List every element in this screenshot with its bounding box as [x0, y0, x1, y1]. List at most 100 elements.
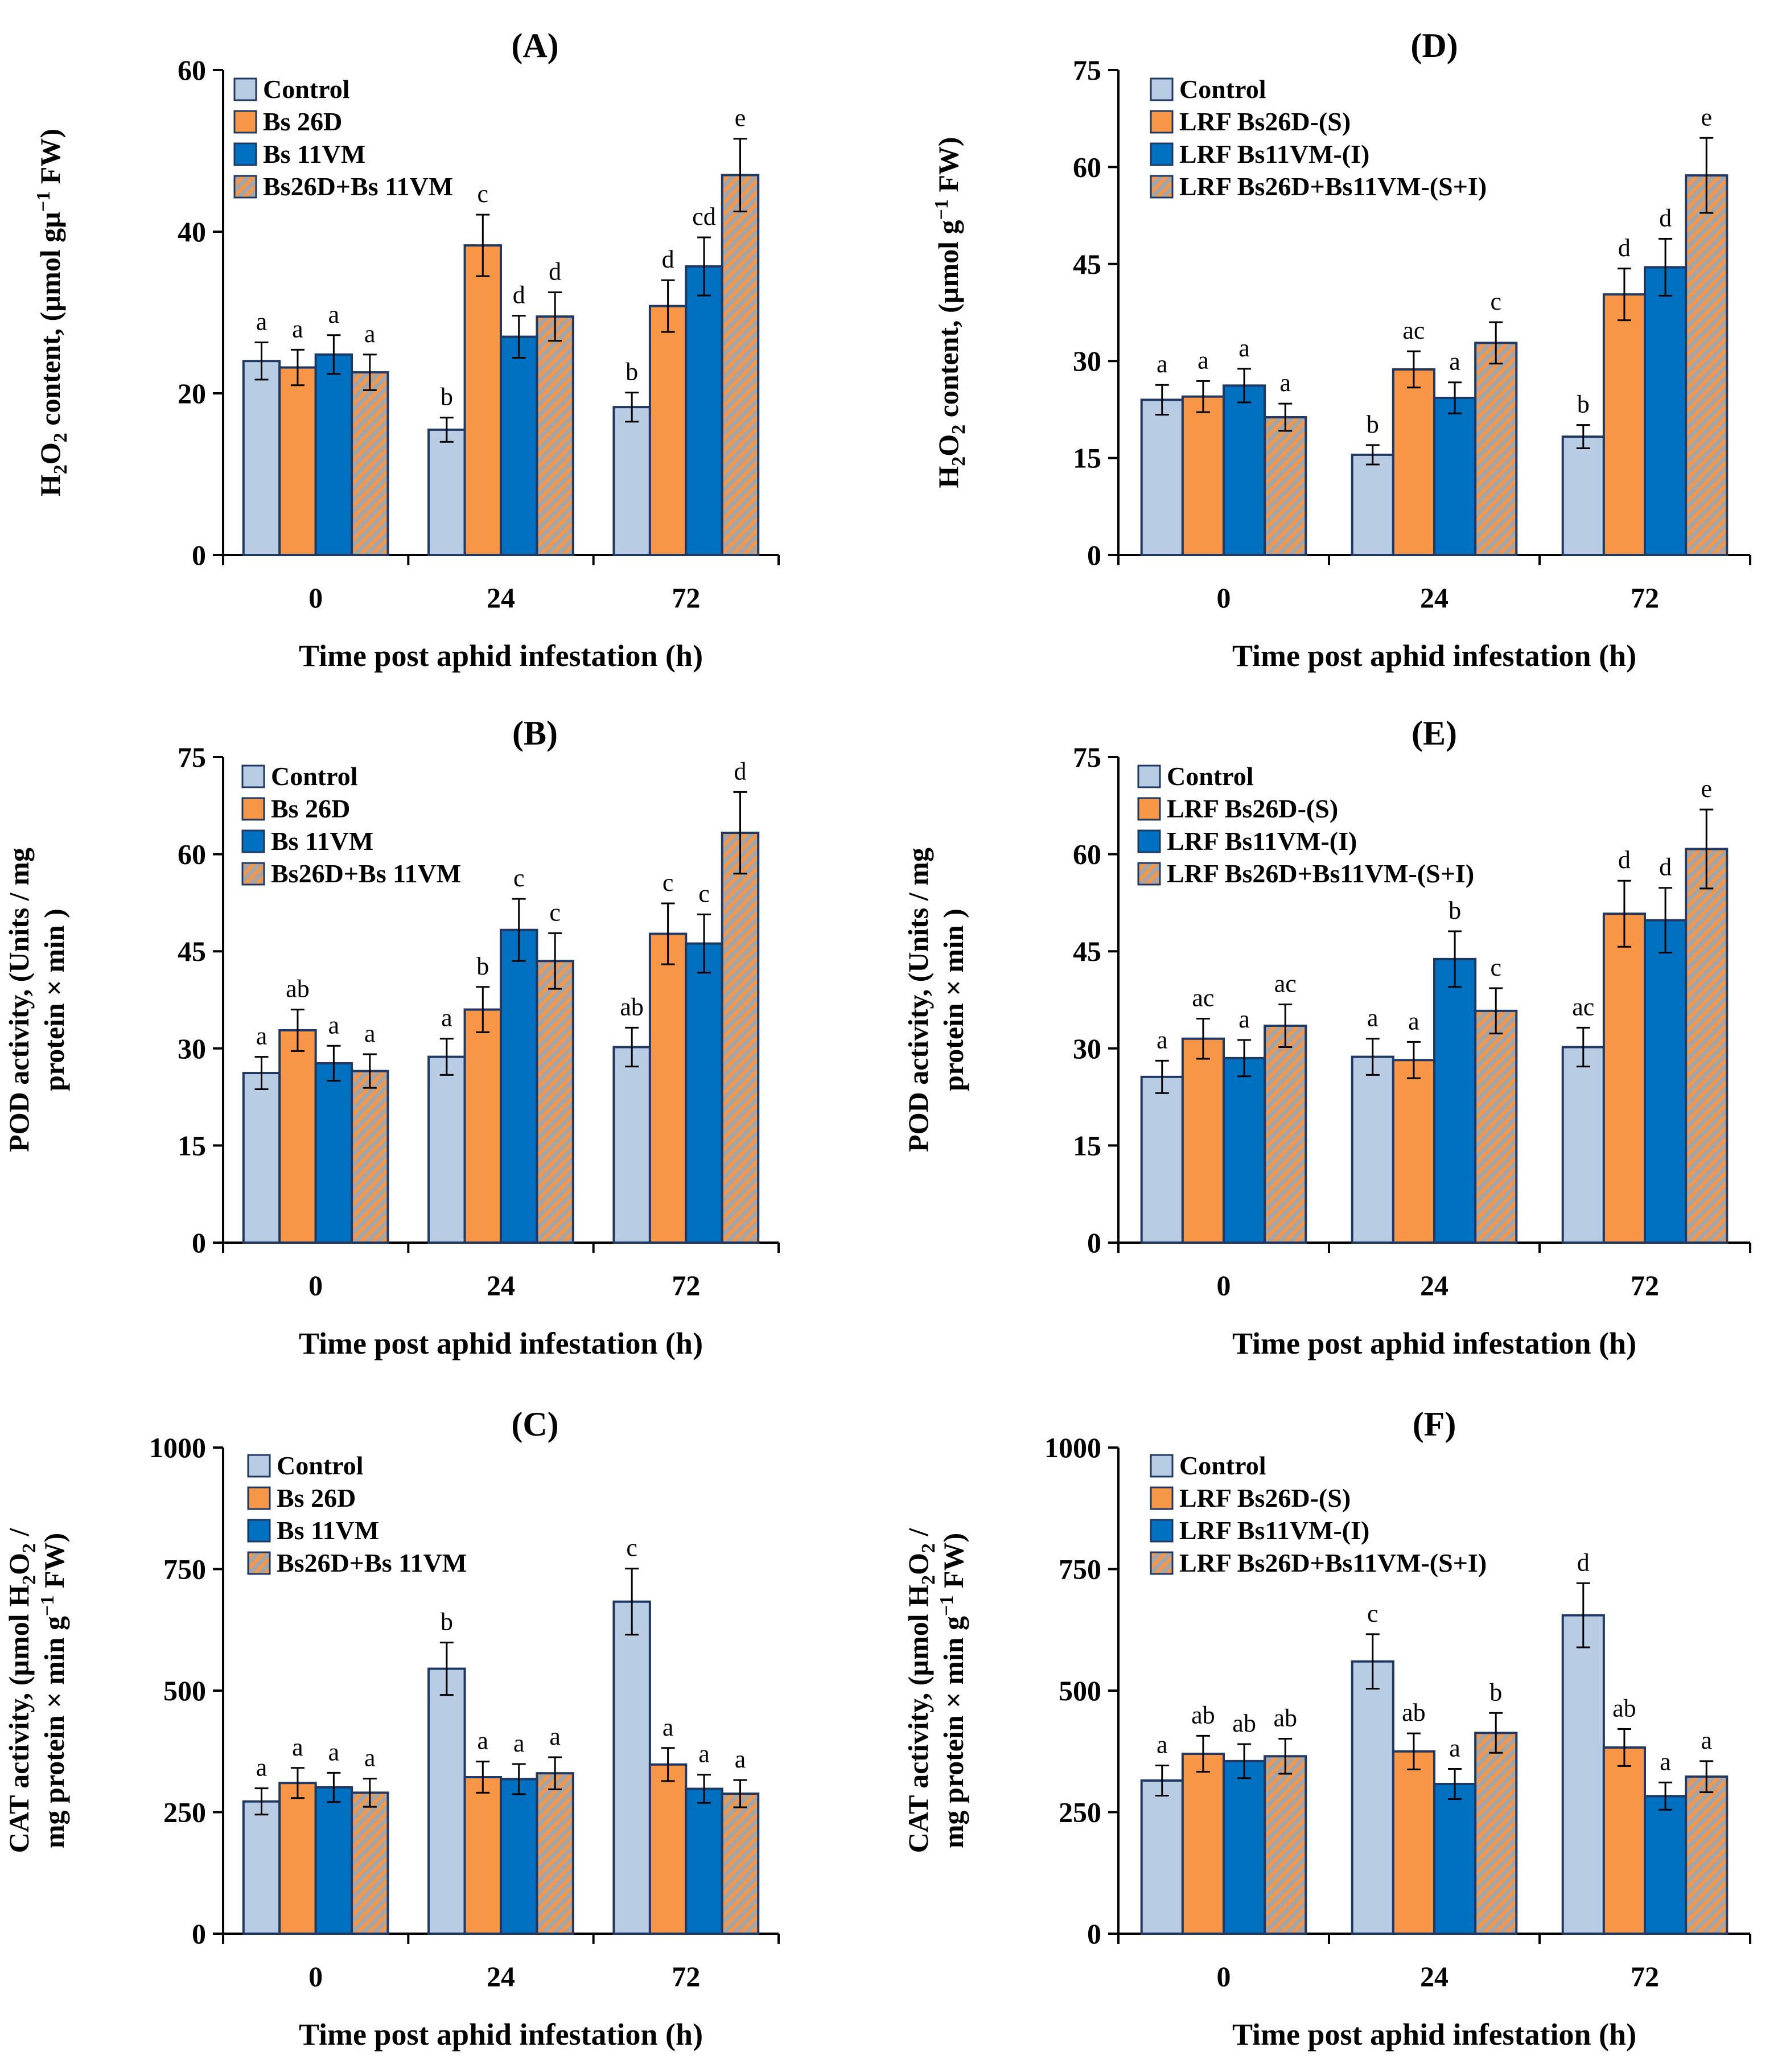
legend-swatch [247, 1486, 271, 1510]
y-tick-label: 0 [192, 539, 206, 571]
bar-f-s2-c1 [1181, 1753, 1225, 1935]
bar-f-s1-c3 [1561, 1614, 1605, 1935]
y-tick-label: 500 [1059, 1675, 1101, 1707]
bar-c-s4-c2 [536, 1772, 574, 1935]
bar-a-s4-c3 [721, 174, 760, 557]
significance-letter: ab [620, 993, 644, 1021]
significance-letter: a [513, 1729, 525, 1757]
significance-letter: a [1157, 1026, 1168, 1054]
bar-f-s1-c2 [1351, 1660, 1394, 1935]
significance-letter: a [1238, 334, 1250, 362]
significance-letter: a [549, 1722, 561, 1750]
bar-d-s3-c3 [1644, 266, 1688, 556]
significance-letter: ac [1402, 316, 1425, 344]
y-tick-label: 0 [192, 1918, 206, 1950]
legend-swatch [247, 1551, 271, 1575]
y-tick-label: 750 [163, 1553, 206, 1585]
legend-swatch [241, 862, 265, 886]
legend-label: LRF Bs11VM-(I) [1179, 139, 1369, 168]
legend-label: LRF Bs11VM-(I) [1167, 827, 1357, 856]
y-tick-label: 1000 [149, 1432, 206, 1463]
x-tick-label: 0 [1217, 582, 1231, 614]
bar-d-s1-c2 [1351, 453, 1394, 556]
significance-letter: d [1659, 853, 1672, 881]
x-tick-label: 24 [487, 582, 515, 614]
significance-letter: a [662, 1713, 674, 1741]
y-axis-label: protein × min ) [937, 908, 969, 1091]
y-axis-label: POD activity, (Units / mg [902, 848, 934, 1152]
legend-label: Bs 11VM [271, 827, 373, 856]
significance-letter: d [1577, 1548, 1590, 1576]
bar-d-s2-c2 [1392, 368, 1436, 557]
legend-swatch [241, 764, 265, 788]
chart-title: (F) [1413, 1405, 1456, 1443]
bar-d-s4-c3 [1685, 174, 1729, 556]
x-tick-label: 0 [1217, 1960, 1231, 1992]
bar-a-s2-c2 [463, 244, 502, 556]
legend-label: Bs26D+Bs 11VM [271, 859, 461, 888]
x-tick-label: 0 [1217, 1269, 1231, 1301]
x-tick-label: 24 [487, 1269, 515, 1301]
chart-title: (C) [511, 1405, 558, 1443]
significance-letter: a [364, 1019, 376, 1047]
significance-letter: e [1701, 103, 1712, 131]
x-axis-label: Time post aphid infestation (h) [299, 1326, 703, 1360]
y-tick-label: 500 [163, 1675, 206, 1707]
significance-letter: c [1490, 287, 1501, 315]
significance-letter: b [626, 358, 638, 386]
bar-d-s3-c1 [1223, 384, 1266, 556]
bar-b-s3-c3 [685, 942, 723, 1244]
bar-a-s1-c1 [242, 360, 281, 556]
significance-letter: a [441, 1004, 452, 1032]
significance-letter: a [292, 315, 303, 343]
y-tick-label: 20 [178, 377, 206, 409]
bar-b-s2-c2 [463, 1008, 502, 1244]
x-axis-label: Time post aphid infestation (h) [1232, 2017, 1636, 2052]
x-tick-label: 72 [1631, 1269, 1659, 1301]
legend-label: Bs26D+Bs 11VM [277, 1548, 467, 1577]
significance-letter: a [328, 1738, 340, 1766]
significance-letter: d [1618, 234, 1631, 262]
significance-letter: a [328, 301, 340, 328]
bar-c-s2-c1 [278, 1782, 317, 1935]
y-tick-label: 0 [192, 1227, 206, 1259]
significance-letter: b [441, 383, 453, 411]
legend-label: LRF Bs26D-(S) [1179, 1483, 1351, 1512]
bar-d-s3-c2 [1433, 396, 1477, 557]
bar-f-s4-c3 [1685, 1775, 1729, 1935]
y-axis-label: H2O2 content, (µmol g−1 FW) [931, 137, 969, 488]
significance-letter: a [364, 320, 376, 348]
x-tick-label: 24 [1420, 1960, 1449, 1992]
y-tick-label: 250 [1059, 1796, 1101, 1828]
x-tick-label: 0 [308, 582, 323, 614]
significance-letter: c [1367, 1600, 1378, 1627]
legend-swatch [247, 1454, 271, 1478]
bar-c-s3-c2 [500, 1778, 538, 1935]
bar-c-s3-c3 [685, 1787, 723, 1935]
significance-letter: a [256, 308, 268, 336]
x-tick-label: 72 [1631, 582, 1659, 614]
significance-letter: c [626, 1534, 637, 1562]
x-tick-label: 24 [487, 1960, 515, 1992]
legend-label: Bs26D+Bs 11VM [263, 172, 453, 201]
bar-f-s3-c2 [1433, 1782, 1477, 1935]
bar-e-s2-c2 [1392, 1059, 1436, 1244]
x-tick-label: 24 [1420, 1269, 1449, 1301]
y-tick-label: 30 [178, 1033, 206, 1064]
significance-letter: a [292, 1733, 303, 1761]
significance-letter: a [1701, 1726, 1712, 1754]
significance-letter: d [662, 245, 674, 273]
bar-b-s2-c1 [278, 1029, 317, 1244]
legend-swatch [241, 797, 265, 821]
legend-swatch [233, 142, 257, 166]
legend-swatch [1137, 862, 1161, 886]
legend-label: LRF Bs26D-(S) [1179, 107, 1351, 136]
bar-e-s1-c1 [1140, 1075, 1184, 1244]
bar-b-s1-c3 [612, 1046, 651, 1244]
bar-c-s2-c3 [648, 1763, 688, 1935]
y-axis-label: CAT activity, (µmol H2O2 / [902, 1528, 939, 1853]
significance-letter: b [441, 1608, 453, 1635]
significance-letter: a [1367, 1004, 1378, 1032]
bar-e-s2-c3 [1602, 912, 1647, 1244]
